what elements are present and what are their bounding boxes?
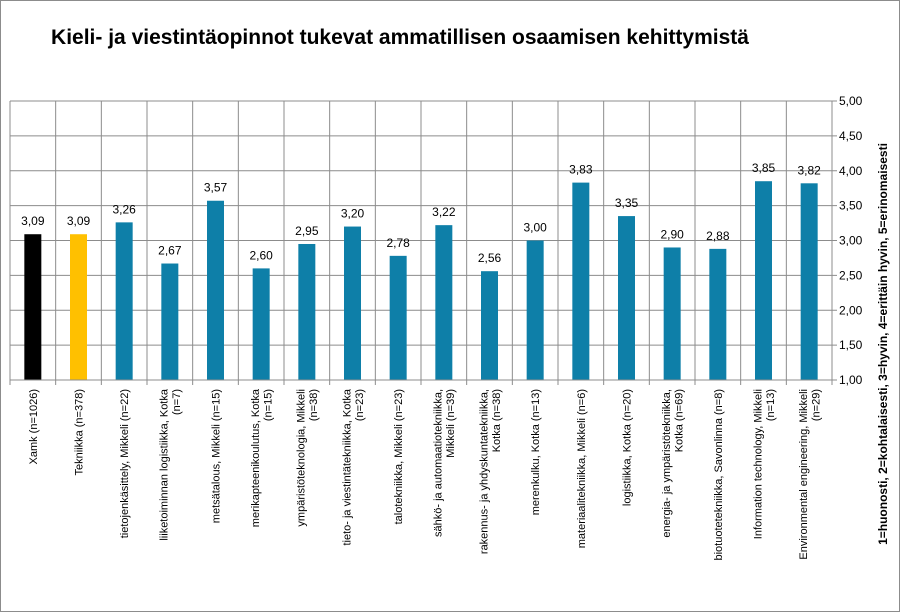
- data-label: 3,09: [67, 214, 91, 228]
- y-tick-label: 1,00: [839, 373, 863, 387]
- bar: [800, 183, 818, 380]
- y-tick-label: 2,50: [839, 268, 863, 282]
- bar: [663, 247, 681, 380]
- category-label: merenkulku, Kotka (n=13): [530, 389, 542, 515]
- category-label-line: merenkulku, Kotka (n=13): [530, 389, 542, 515]
- data-label: 3,85: [752, 161, 776, 175]
- bar: [24, 234, 42, 380]
- bar: [161, 263, 179, 380]
- y-axis-label: 1=huonosti, 2=kohtalaisesti, 3=hyvin, 4=…: [876, 143, 890, 545]
- category-label: Xamk (n=1026): [28, 389, 40, 465]
- data-label: 3,09: [21, 214, 45, 228]
- category-label-line: Mikkeli (n=39): [445, 389, 457, 458]
- data-label: 3,57: [204, 181, 228, 195]
- data-label: 3,22: [432, 205, 456, 219]
- data-label: 2,60: [249, 248, 273, 262]
- category-label-line: (n=7): [171, 389, 183, 415]
- bar: [709, 248, 727, 380]
- category-label: materiaalitekniikka, Mikkeli (n=6): [576, 389, 588, 548]
- data-label: 2,88: [706, 229, 730, 243]
- data-label: 3,26: [112, 202, 136, 216]
- category-label: tieto- ja viestintätekniikka, Kotka(n=23…: [341, 388, 366, 545]
- category-label-line: (n=13): [765, 389, 777, 421]
- bar: [115, 222, 133, 380]
- data-label: 2,90: [660, 227, 684, 241]
- category-label-line: (n=29): [810, 389, 822, 421]
- data-label: 2,95: [295, 224, 319, 238]
- category-label-line: Kotka (n=38): [491, 389, 503, 452]
- bar: [435, 225, 453, 380]
- category-label: ympäristöteknologia, Mikkeli(n=38): [296, 389, 321, 527]
- data-label: 3,83: [569, 163, 593, 177]
- category-label-line: liiketoiminnan logistiikka, Kotka: [159, 388, 171, 541]
- category-label: metsätalous, Mikkeli (n=15): [211, 389, 223, 523]
- category-label-line: ympäristöteknologia, Mikkeli: [296, 389, 308, 527]
- bar: [572, 182, 590, 380]
- y-tick-label: 4,50: [839, 129, 863, 143]
- y-tick-label: 4,00: [839, 164, 863, 178]
- category-label: Tekniikka (n=378): [74, 389, 86, 476]
- category-label: tietojenkäsittely, Mikkeli (n=22): [119, 389, 131, 538]
- data-label: 3,35: [615, 196, 639, 210]
- category-label: rakennus- ja yhdyskuntatekniikka,Kotka (…: [478, 389, 503, 554]
- category-label-line: Xamk (n=1026): [28, 389, 40, 465]
- bar: [298, 243, 316, 380]
- category-label: biotuotetekniikka, Savonlinna (n=8): [713, 389, 725, 561]
- category-label: energia- ja ympäristötekniikka,Kotka (n=…: [661, 389, 686, 538]
- category-label-line: Kotka (n=69): [673, 389, 685, 452]
- bar: [207, 200, 224, 380]
- bar: [252, 268, 270, 380]
- category-label: talotekniikka, Mikkeli (n=23): [393, 389, 405, 524]
- y-tick-label: 3,00: [839, 234, 863, 248]
- y-tick-label: 5,00: [839, 94, 863, 108]
- bar: [755, 181, 772, 380]
- bar: [389, 255, 407, 380]
- category-label-line: (n=15): [262, 389, 274, 421]
- category-label: sähkö- ja automaatiotekniikka,Mikkeli (n…: [433, 389, 458, 537]
- category-label: Environmental engineering, Mikkeli(n=29): [798, 389, 823, 560]
- y-tick-label: 2,00: [839, 303, 863, 317]
- y-tick-label: 3,50: [839, 199, 863, 213]
- category-label-line: biotuotetekniikka, Savonlinna (n=8): [713, 389, 725, 561]
- category-label-line: Environmental engineering, Mikkeli: [798, 389, 810, 560]
- category-label-line: rakennus- ja yhdyskuntatekniikka,: [478, 389, 490, 554]
- category-label-line: logistiikka, Kotka (n=20): [622, 389, 634, 506]
- bar: [526, 240, 544, 380]
- category-label-line: Information technology, Mikkeli: [752, 389, 764, 539]
- category-label-line: materiaalitekniikka, Mikkeli (n=6): [576, 389, 588, 548]
- data-label: 2,78: [386, 236, 410, 250]
- category-label: liiketoiminnan logistiikka, Kotka(n=7): [159, 388, 184, 541]
- data-label: 2,67: [158, 244, 182, 258]
- category-label: merikapteenikoulutus, Kotka(n=15): [250, 388, 275, 527]
- data-label: 3,82: [797, 163, 821, 177]
- data-label: 3,00: [523, 221, 547, 235]
- category-label-line: tieto- ja viestintätekniikka, Kotka: [341, 388, 353, 545]
- y-tick-label: 1,50: [839, 338, 863, 352]
- category-label-line: (n=38): [308, 389, 320, 421]
- bar: [481, 271, 498, 380]
- category-label-line: Tekniikka (n=378): [74, 389, 86, 476]
- category-label-line: talotekniikka, Mikkeli (n=23): [393, 389, 405, 524]
- category-label-line: merikapteenikoulutus, Kotka: [250, 388, 262, 527]
- bar: [618, 216, 635, 380]
- category-label-line: sähkö- ja automaatiotekniikka,: [433, 389, 445, 537]
- data-label: 2,56: [478, 251, 502, 265]
- bar: [70, 234, 87, 380]
- bar: [344, 226, 361, 380]
- data-label: 3,20: [341, 207, 365, 221]
- category-label-line: tietojenkäsittely, Mikkeli (n=22): [119, 389, 131, 538]
- category-label-line: (n=23): [354, 389, 366, 421]
- category-label-line: energia- ja ympäristötekniikka,: [661, 389, 673, 538]
- category-label-line: metsätalous, Mikkeli (n=15): [211, 389, 223, 523]
- category-label: Information technology, Mikkeli(n=13): [752, 389, 777, 539]
- category-label: logistiikka, Kotka (n=20): [622, 389, 634, 506]
- chart-title: Kieli- ja viestintäopinnot tukevat ammat…: [51, 26, 749, 49]
